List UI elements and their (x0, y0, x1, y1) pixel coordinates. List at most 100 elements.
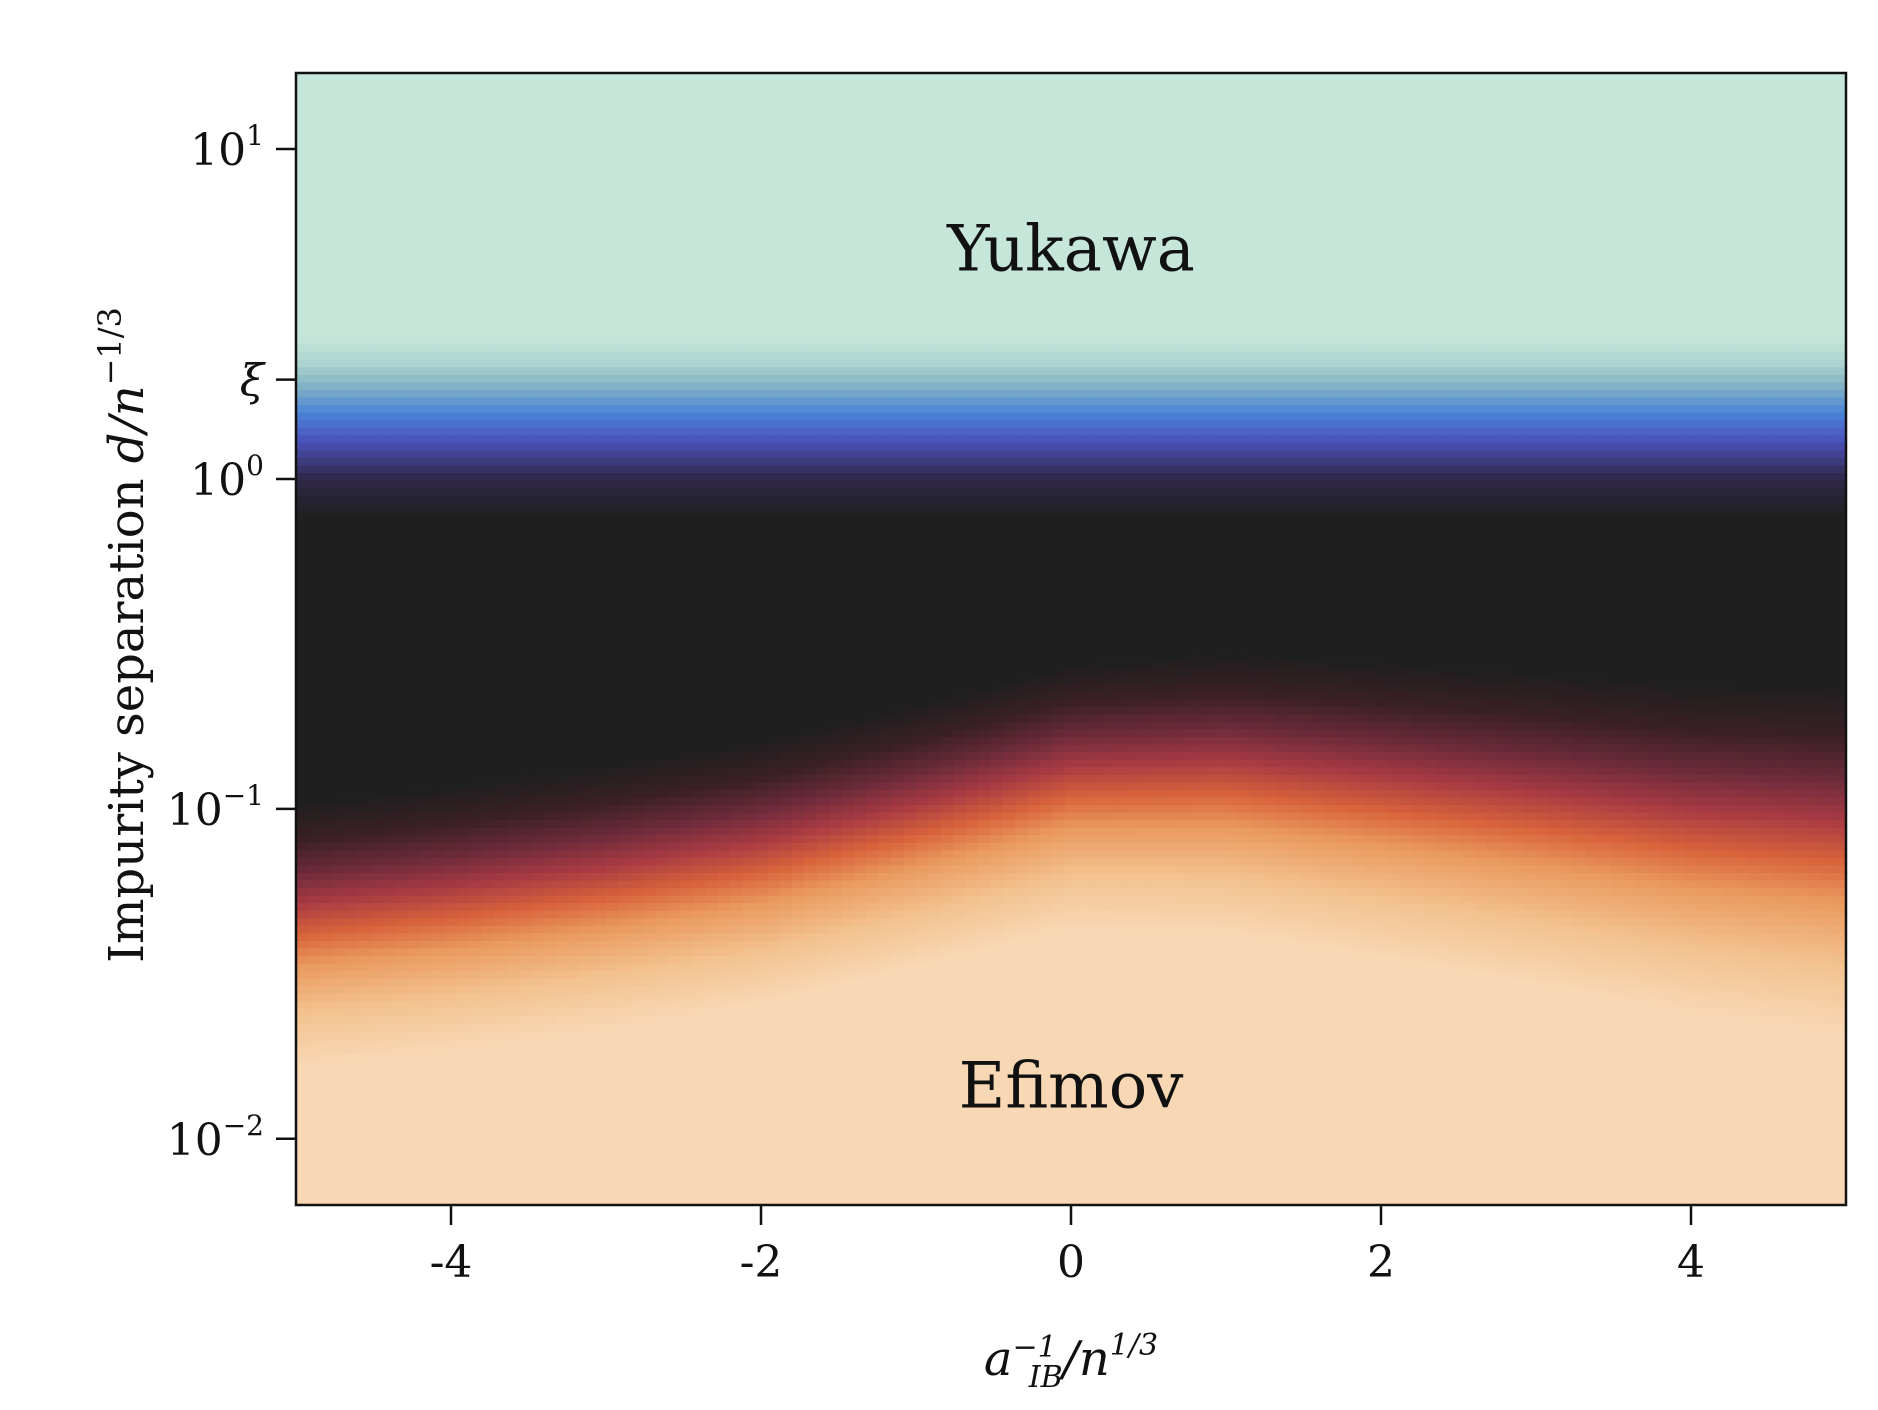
heatmap-cell (408, 337, 421, 345)
heatmap-cell (507, 1107, 520, 1115)
heatmap-cell (656, 797, 669, 805)
heatmap-cell (432, 420, 445, 428)
heatmap-cell (457, 1145, 470, 1153)
heatmap-cell (606, 1009, 619, 1017)
heatmap-cell (321, 254, 334, 262)
heatmap-cell (507, 1016, 520, 1024)
heatmap-cell (668, 548, 681, 556)
heatmap-cell (693, 1114, 706, 1122)
heatmap-cell (606, 903, 619, 911)
heatmap-cell (296, 103, 309, 111)
heatmap-cell (532, 707, 545, 715)
heatmap-cell (680, 684, 693, 692)
heatmap-cell (569, 81, 582, 89)
heatmap-cell (383, 948, 396, 956)
heatmap-cell (680, 194, 693, 202)
heatmap-cell (482, 194, 495, 202)
heatmap-cell (606, 986, 619, 994)
heatmap-cell (370, 775, 383, 783)
heatmap-cell (358, 850, 371, 858)
heatmap-cell (321, 677, 334, 685)
heatmap-cell (308, 1092, 321, 1100)
heatmap-cell (420, 1122, 433, 1130)
heatmap-cell (321, 813, 334, 821)
heatmap-cell (569, 669, 582, 677)
heatmap-cell (668, 594, 681, 602)
heatmap-cell (668, 1092, 681, 1100)
heatmap-cell (383, 647, 396, 655)
heatmap-cell (494, 933, 507, 941)
heatmap-cell (544, 1190, 557, 1198)
heatmap-cell (569, 496, 582, 504)
heatmap-cell (383, 307, 396, 315)
heatmap-cell (618, 918, 631, 926)
heatmap-cell (705, 345, 718, 353)
heatmap-cell (470, 1167, 483, 1175)
heatmap-cell (432, 850, 445, 858)
heatmap-cell (656, 171, 669, 179)
heatmap-cell (457, 835, 470, 843)
heatmap-cell (618, 1024, 631, 1032)
heatmap-cell (408, 111, 421, 119)
heatmap-cell (680, 420, 693, 428)
heatmap-cell (594, 790, 607, 798)
heatmap-cell (482, 96, 495, 104)
heatmap-cell (432, 805, 445, 813)
heatmap-cell (556, 345, 569, 353)
heatmap-cell (395, 239, 408, 247)
heatmap-cell (482, 662, 495, 670)
heatmap-cell (383, 428, 396, 436)
heatmap-cell (680, 1182, 693, 1190)
heatmap-cell (346, 926, 359, 934)
heatmap-cell (321, 465, 334, 473)
heatmap-cell (445, 284, 458, 292)
heatmap-cell (358, 450, 371, 458)
heatmap-cell (618, 277, 631, 285)
heatmap-cell (432, 367, 445, 375)
heatmap-cell (358, 865, 371, 873)
heatmap-cell (569, 850, 582, 858)
heatmap-cell (321, 330, 334, 338)
heatmap-cell (693, 390, 706, 398)
heatmap-cell (482, 1190, 495, 1198)
heatmap-cell (308, 888, 321, 896)
heatmap-cell (532, 239, 545, 247)
heatmap-cell (432, 201, 445, 209)
heatmap-cell (494, 118, 507, 126)
heatmap-cell (569, 1077, 582, 1085)
heatmap-cell (358, 262, 371, 270)
heatmap-cell (408, 1039, 421, 1047)
heatmap-cell (594, 360, 607, 368)
heatmap-cell (494, 156, 507, 164)
heatmap-cell (383, 360, 396, 368)
heatmap-cell (668, 699, 681, 707)
heatmap-cell (594, 541, 607, 549)
heatmap-cell (643, 420, 656, 428)
heatmap-cell (618, 1062, 631, 1070)
heatmap-cell (482, 835, 495, 843)
heatmap-cell (296, 1024, 309, 1032)
heatmap-cell (370, 209, 383, 217)
heatmap-cell (569, 722, 582, 730)
heatmap-cell (333, 1130, 346, 1138)
heatmap-cell (370, 526, 383, 534)
heatmap-cell (321, 450, 334, 458)
heatmap-cell (408, 1047, 421, 1055)
heatmap-cell (494, 579, 507, 587)
heatmap-cell (395, 677, 408, 685)
heatmap-cell (693, 247, 706, 255)
heatmap-cell (581, 1137, 594, 1145)
heatmap-cell (321, 601, 334, 609)
heatmap-cell (656, 269, 669, 277)
heatmap-cell (680, 330, 693, 338)
heatmap-cell (680, 337, 693, 345)
heatmap-cell (494, 473, 507, 481)
heatmap-cell (618, 1190, 631, 1198)
heatmap-cell (532, 330, 545, 338)
heatmap-cell (494, 352, 507, 360)
heatmap-cell (594, 805, 607, 813)
heatmap-cell (494, 1084, 507, 1092)
heatmap-cell (606, 933, 619, 941)
heatmap-cell (395, 518, 408, 526)
heatmap-cell (631, 481, 644, 489)
